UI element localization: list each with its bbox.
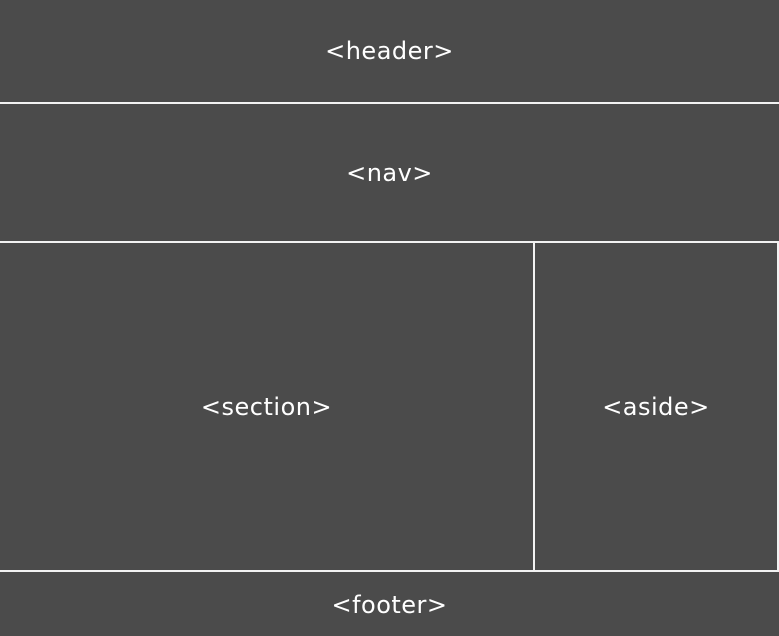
section-region: <section> [0,243,535,572]
aside-label: <aside> [602,392,710,421]
nav-region: <nav> [0,104,779,243]
footer-region: <footer> [0,572,779,636]
section-label: <section> [200,392,333,421]
nav-label: <nav> [346,158,433,187]
header-label: <header> [325,37,454,65]
aside-region: <aside> [535,243,779,572]
footer-label: <footer> [331,591,448,619]
header-region: <header> [0,0,779,104]
